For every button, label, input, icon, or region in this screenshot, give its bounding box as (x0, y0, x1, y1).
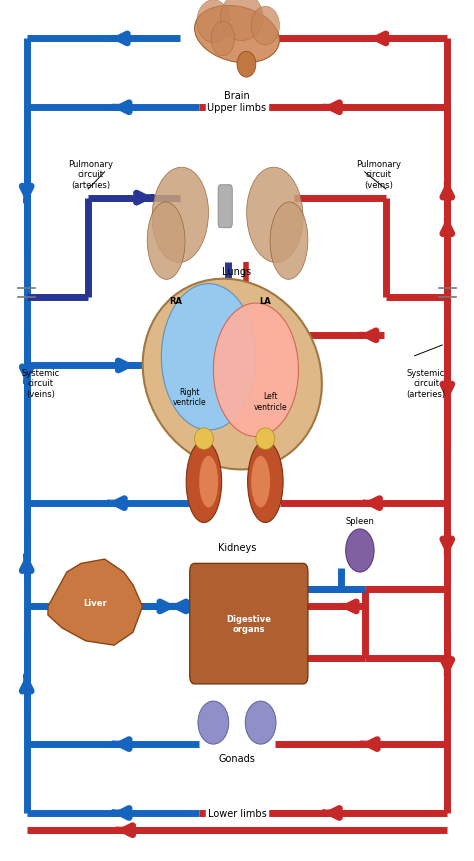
Text: Right
ventricle: Right ventricle (173, 387, 207, 407)
FancyBboxPatch shape (218, 185, 232, 228)
Ellipse shape (161, 284, 256, 430)
Text: Digestive
organs: Digestive organs (226, 614, 271, 634)
Text: Pulmonary
circuit
(veins): Pulmonary circuit (veins) (356, 160, 401, 189)
Text: Gonads: Gonads (219, 753, 255, 763)
Ellipse shape (251, 456, 270, 508)
FancyBboxPatch shape (190, 564, 308, 684)
Ellipse shape (198, 701, 229, 744)
Ellipse shape (213, 304, 299, 437)
Text: LA: LA (259, 297, 271, 306)
Ellipse shape (143, 279, 322, 470)
Ellipse shape (251, 7, 280, 46)
Ellipse shape (199, 456, 218, 508)
Ellipse shape (147, 202, 185, 280)
Ellipse shape (245, 701, 276, 744)
Text: Lungs: Lungs (222, 267, 252, 277)
Ellipse shape (197, 1, 230, 44)
Text: Left
ventricle: Left ventricle (253, 392, 287, 412)
Ellipse shape (256, 429, 275, 449)
Text: Lower limbs: Lower limbs (208, 808, 266, 818)
Ellipse shape (194, 429, 213, 449)
Text: Spleen: Spleen (346, 516, 374, 525)
Ellipse shape (346, 530, 374, 573)
Ellipse shape (211, 22, 235, 57)
Ellipse shape (186, 441, 222, 523)
Polygon shape (48, 560, 143, 646)
Ellipse shape (237, 53, 256, 78)
Ellipse shape (270, 202, 308, 280)
Text: Systemic
circuit
(arteries): Systemic circuit (arteries) (407, 369, 446, 398)
Ellipse shape (220, 0, 263, 41)
Ellipse shape (246, 168, 303, 263)
Text: Kidneys: Kidneys (218, 542, 256, 552)
Ellipse shape (152, 168, 209, 263)
Text: RA: RA (169, 297, 182, 306)
Ellipse shape (247, 441, 283, 523)
Ellipse shape (195, 6, 279, 64)
Text: Systemic
circuit
(veins): Systemic circuit (veins) (22, 369, 60, 398)
Text: Liver: Liver (83, 598, 107, 607)
Text: Upper limbs: Upper limbs (208, 103, 266, 113)
Text: Pulmonary
circuit
(arteries): Pulmonary circuit (arteries) (68, 160, 113, 189)
Text: Brain: Brain (224, 91, 250, 101)
